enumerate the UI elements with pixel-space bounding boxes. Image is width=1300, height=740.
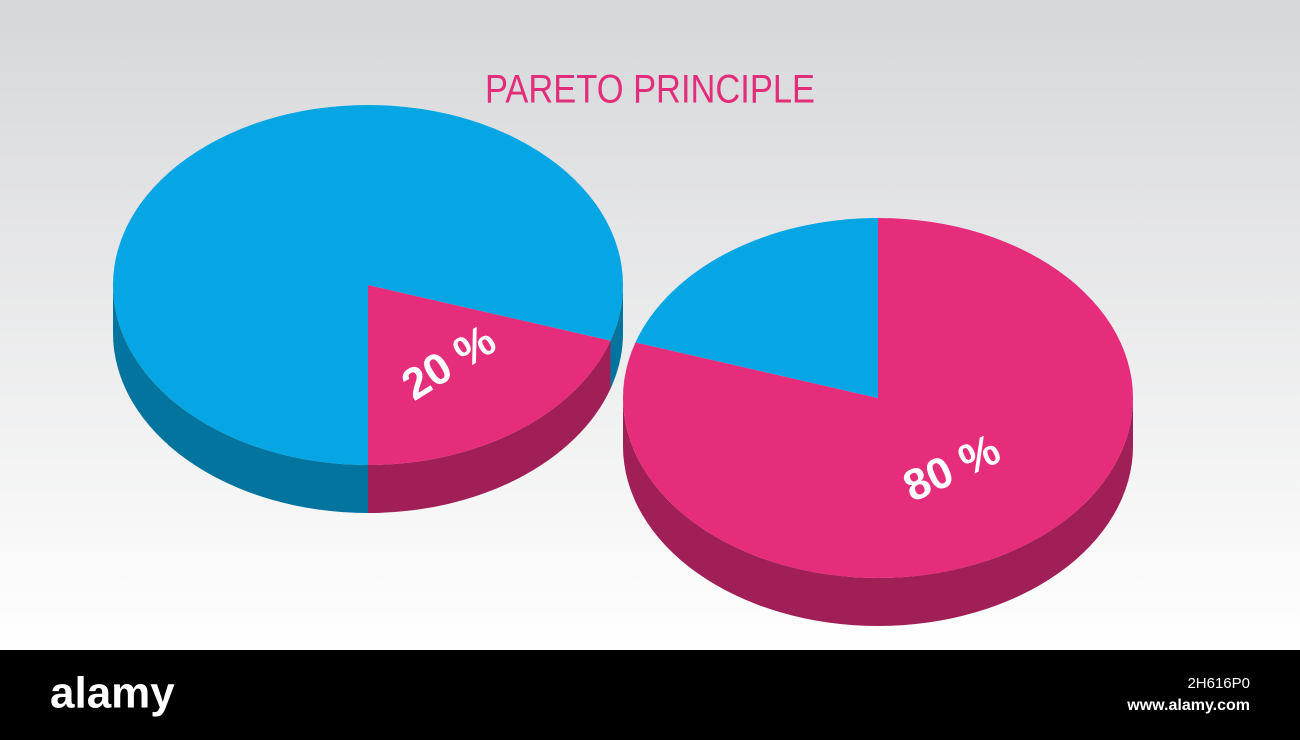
slice-side-shade xyxy=(623,398,1133,626)
slice-side xyxy=(368,340,611,513)
image-id: 2H616P0 xyxy=(1187,675,1250,692)
slice xyxy=(112,105,624,466)
slice-side-shade xyxy=(610,285,623,389)
slice-side-shade xyxy=(368,340,611,513)
slice-side xyxy=(610,285,623,389)
chart-title: PARETO PRINCIPLE xyxy=(485,68,815,112)
slice xyxy=(623,218,1134,578)
footer-url: www.alamy.com xyxy=(1126,697,1250,714)
slice-side-shade xyxy=(113,285,368,513)
slice xyxy=(368,285,611,465)
footer-logo: alamy xyxy=(50,669,175,718)
slice xyxy=(635,218,878,398)
footer-bar xyxy=(0,650,1300,740)
slice-side xyxy=(113,285,368,513)
slice-side xyxy=(623,398,1133,626)
